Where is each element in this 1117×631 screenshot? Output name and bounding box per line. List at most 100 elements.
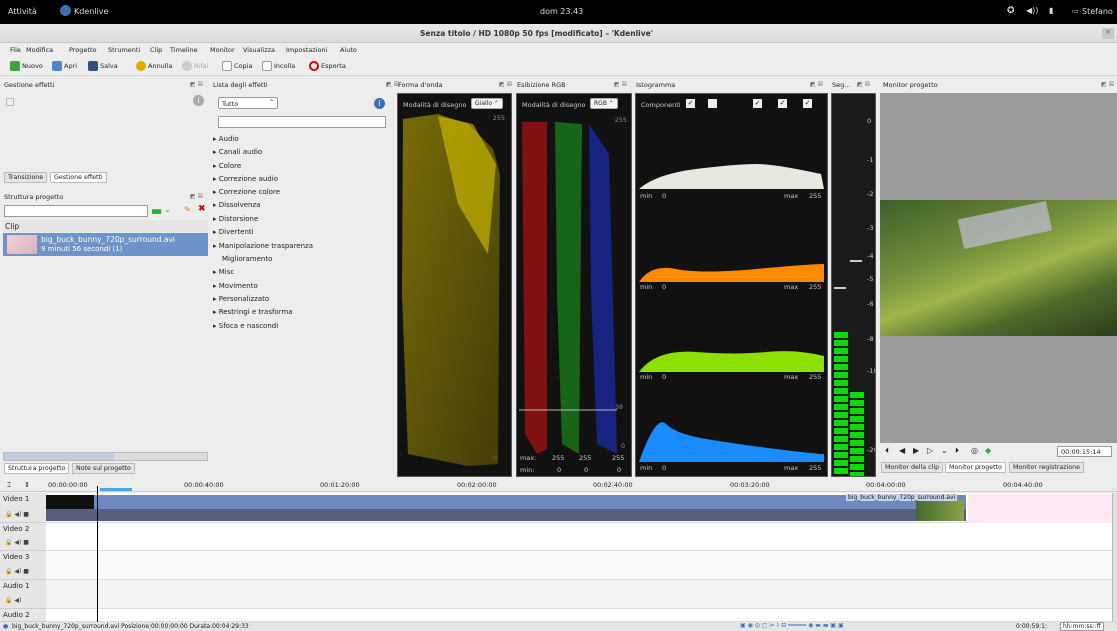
menu-edit[interactable]: Modifica: [26, 46, 54, 54]
effect-category-item[interactable]: ▸ Misc: [213, 268, 235, 276]
effect-category-item[interactable]: ▸ Sfoca e nascondi: [213, 322, 279, 330]
close-window-icon[interactable]: ×: [1102, 28, 1114, 39]
project-search-input[interactable]: [4, 205, 148, 217]
volume-icon[interactable]: ◀)): [1026, 6, 1039, 15]
component-checkbox[interactable]: ✓: [753, 99, 762, 108]
effect-category-item[interactable]: ▸ Manipolazione trasparenza: [213, 242, 314, 250]
effect-info-icon[interactable]: i: [374, 98, 385, 109]
track-controls-icon[interactable]: 🔒 ◀) ■: [5, 539, 29, 546]
effect-category-item[interactable]: ▸ Audio: [213, 135, 239, 143]
timeline-vertical-scrollbar[interactable]: [1112, 493, 1117, 622]
timeline-clip[interactable]: big_buck_bunny_720p_surround.avi: [46, 494, 966, 521]
ruler-zone[interactable]: [100, 488, 132, 491]
track-header-video-1[interactable]: Video 1 🔒 ◀) ■: [0, 493, 46, 523]
menu-timeline[interactable]: Timeline: [170, 46, 198, 54]
component-checkbox[interactable]: ✓: [803, 99, 812, 108]
menu-project[interactable]: Progetto: [69, 46, 97, 54]
timecode-format-select[interactable]: hh:mm:ss::ff: [1060, 622, 1104, 631]
menu-view[interactable]: Visualizza: [243, 46, 276, 54]
effect-category-item[interactable]: Miglioramento: [222, 255, 273, 263]
chat-icon[interactable]: ▭: [1072, 7, 1079, 15]
scrollbar-thumb[interactable]: [4, 453, 114, 460]
chevron-down-icon[interactable]: ⌄: [941, 446, 948, 455]
track-row-video-2[interactable]: [46, 523, 1112, 551]
tab-effects-manager[interactable]: Gestione effetti: [50, 172, 107, 183]
track-row-video-1[interactable]: big_buck_bunny_720p_surround.avi: [46, 493, 1112, 523]
track-controls-icon[interactable]: 🔒 ◀) ■: [5, 568, 29, 575]
track-controls-icon[interactable]: 🔒 ◀) ■: [5, 511, 29, 518]
dock-controls-icon[interactable]: ◩ ☒: [190, 81, 203, 88]
effect-category-item[interactable]: ▸ Correzione audio: [213, 175, 278, 183]
zoom-icon[interactable]: ◎: [971, 446, 978, 455]
render-button[interactable]: Esporta: [309, 60, 346, 72]
info-icon[interactable]: i: [193, 95, 204, 106]
effects-search-input[interactable]: [218, 116, 386, 128]
effect-category-item[interactable]: ▸ Personalizzato: [213, 295, 270, 303]
effect-checkbox[interactable]: [6, 98, 14, 106]
tab-clip-monitor[interactable]: Monitor della clip: [881, 462, 944, 473]
menu-file[interactable]: File: [10, 46, 21, 54]
previous-frame-icon[interactable]: ◀: [899, 446, 906, 455]
undo-button[interactable]: Annulla: [136, 60, 172, 72]
tab-record-monitor[interactable]: Monitor registrazione: [1009, 462, 1084, 473]
component-checkbox[interactable]: ✓: [778, 99, 787, 108]
clip-item[interactable]: big_buck_bunny_720p_surround.avi 9 minut…: [3, 233, 208, 256]
effects-filter-select[interactable]: Tutto ⌃: [218, 97, 278, 109]
project-horizontal-scrollbar[interactable]: [3, 452, 208, 461]
project-monitor-view[interactable]: [880, 93, 1117, 443]
battery-icon[interactable]: ▮: [1049, 6, 1054, 15]
menu-tools[interactable]: Strumenti: [108, 46, 141, 54]
rewind-icon[interactable]: ⏴: [885, 446, 889, 455]
rgb-mode-select[interactable]: RGB ⌃: [590, 98, 618, 109]
status-tools-icon[interactable]: ▣ ◉ ◎ ▢ ✂ ⌇ ⊟ ━━━━━ ◉ ▬ ▬ ▣ ▣: [740, 622, 844, 629]
forward-icon[interactable]: ⏵: [955, 446, 959, 455]
dock-controls-icon[interactable]: ◩ ☒: [614, 81, 627, 88]
paste-button[interactable]: Incolla: [262, 60, 295, 72]
effect-category-item[interactable]: ▸ Distorsione: [213, 215, 259, 223]
add-clip-icon[interactable]: ▄▖⌄: [152, 205, 172, 214]
save-button[interactable]: Salva: [88, 60, 118, 72]
menu-help[interactable]: Aiuto: [340, 46, 357, 54]
dock-controls-icon[interactable]: ◩ ☒: [1101, 81, 1114, 88]
tab-project-notes[interactable]: Note sul progetto: [72, 463, 135, 474]
app-menu[interactable]: Kdenlive: [74, 7, 109, 16]
next-frame-icon[interactable]: ▷: [927, 446, 934, 455]
effect-category-item[interactable]: ▸ Restringi e trasforma: [213, 308, 293, 316]
track-controls-icon[interactable]: 🔒 ◀): [5, 597, 22, 604]
track-header-audio-2[interactable]: Audio 2: [0, 609, 46, 622]
clock[interactable]: dom 23.43: [540, 7, 584, 16]
dock-controls-icon[interactable]: ◩ ☒: [386, 81, 399, 88]
new-button[interactable]: Nuovo: [10, 60, 43, 72]
menu-clip[interactable]: Clip: [150, 46, 163, 54]
track-header-audio-1[interactable]: Audio 1 🔒 ◀): [0, 580, 46, 609]
marker-icon[interactable]: ◆: [985, 446, 992, 455]
track-header-video-2[interactable]: Video 2 🔒 ◀) ■: [0, 523, 46, 551]
timeline-playhead[interactable]: [97, 486, 98, 622]
waveform-mode-select[interactable]: Giallo ⌃: [471, 98, 503, 109]
play-icon[interactable]: ▶: [913, 446, 920, 455]
copy-button[interactable]: Copia: [222, 60, 252, 72]
tab-project-tree[interactable]: Struttura progetto: [4, 463, 70, 474]
component-checkbox[interactable]: ✓: [686, 99, 695, 108]
dock-controls-icon[interactable]: ◩ ☒: [190, 193, 203, 200]
dock-controls-icon[interactable]: ◩ ☒: [499, 81, 512, 88]
accessibility-icon[interactable]: ✪: [1007, 6, 1015, 16]
user-menu[interactable]: Stefano: [1082, 7, 1113, 16]
open-button[interactable]: Apri: [52, 60, 77, 72]
zoom-fit-icon[interactable]: ⌶: [7, 481, 12, 489]
track-row-audio-1[interactable]: [46, 580, 1112, 609]
dock-controls-icon[interactable]: ◩ ☒: [810, 81, 823, 88]
dock-controls-icon[interactable]: ◩ ☒: [857, 81, 870, 88]
menu-settings[interactable]: Impostazioni: [286, 46, 328, 54]
track-row-video-3[interactable]: [46, 551, 1112, 580]
delete-clip-icon[interactable]: ✖: [198, 204, 206, 214]
timeline-options-icon[interactable]: ⇕: [24, 481, 30, 489]
monitor-timecode-input[interactable]: 00:00:15:14: [1057, 446, 1112, 457]
tab-transition[interactable]: Transizione: [4, 172, 48, 183]
component-checkbox[interactable]: [708, 99, 717, 108]
track-row-audio-2[interactable]: [46, 609, 1112, 622]
effect-category-item[interactable]: ▸ Movimento: [213, 282, 258, 290]
effect-category-item[interactable]: ▸ Correzione colore: [213, 188, 280, 196]
timeline-ruler[interactable]: ⌶ ⇕ 00:00:00:00 00:00:40:00 00:01:20:00 …: [0, 479, 1117, 492]
track-header-video-3[interactable]: Video 3 🔒 ◀) ■: [0, 551, 46, 580]
